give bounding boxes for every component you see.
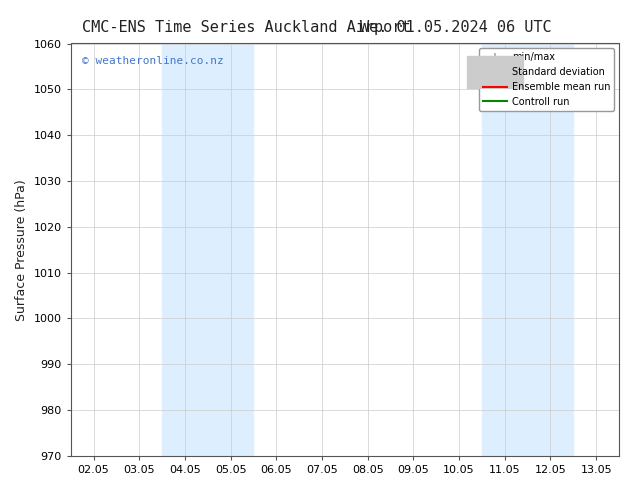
- Bar: [482, 44, 573, 456]
- Text: © weatheronline.co.nz: © weatheronline.co.nz: [82, 56, 223, 66]
- Text: We. 01.05.2024 06 UTC: We. 01.05.2024 06 UTC: [360, 20, 552, 35]
- Legend: min/max, Standard deviation, Ensemble mean run, Controll run: min/max, Standard deviation, Ensemble me…: [479, 49, 614, 111]
- Bar: [162, 44, 254, 456]
- Y-axis label: Surface Pressure (hPa): Surface Pressure (hPa): [15, 179, 28, 320]
- Text: CMC-ENS Time Series Auckland Airport: CMC-ENS Time Series Auckland Airport: [82, 20, 411, 35]
